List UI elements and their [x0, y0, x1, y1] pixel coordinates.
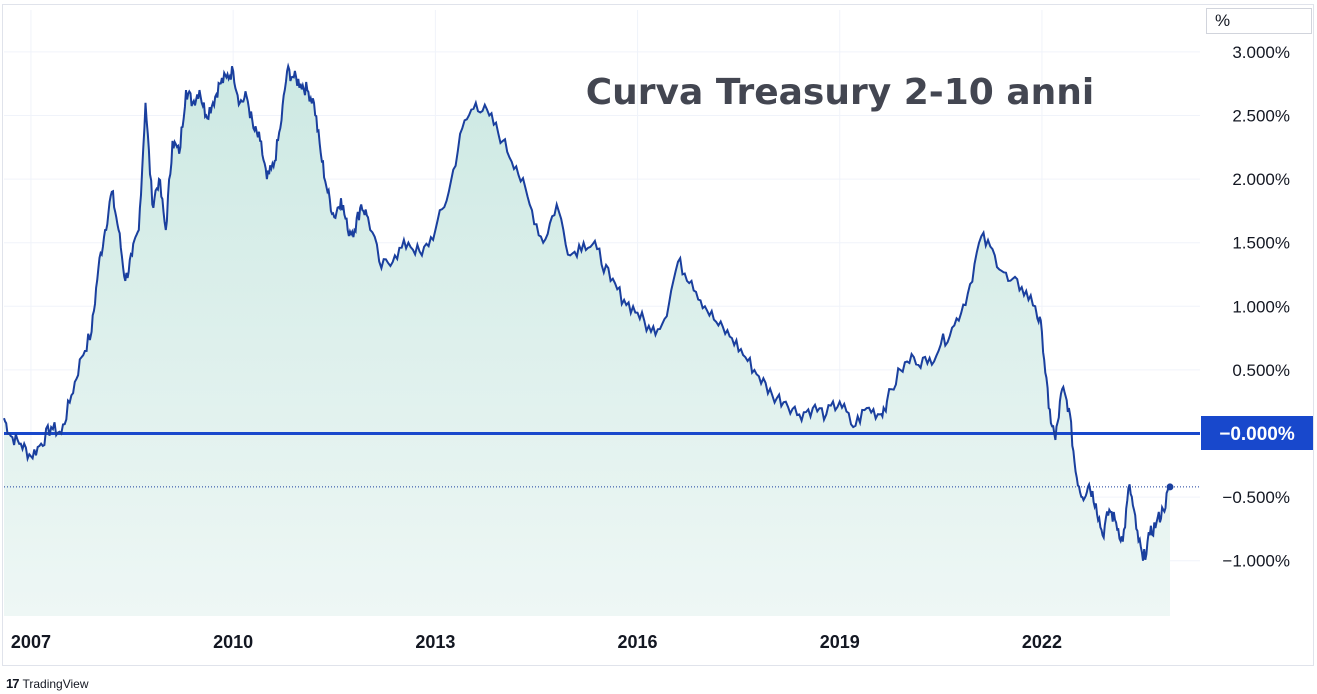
branding: 17 TradingView [6, 676, 89, 691]
y-tick-label: 3.000% [1232, 43, 1290, 62]
x-tick-label: 2019 [820, 632, 860, 652]
zero-price-label: −0.000% [1201, 416, 1313, 450]
last-value-dot [1166, 483, 1174, 491]
y-tick-label: 2.500% [1232, 107, 1290, 126]
zero-price-label-text: −0.000% [1219, 424, 1295, 445]
x-tick-label: 2016 [618, 632, 658, 652]
chart-title: Curva Treasury 2-10 anni [586, 72, 1094, 113]
y-tick-label: −1.000% [1222, 552, 1290, 571]
series-area-fill [4, 66, 1170, 616]
unit-selector[interactable]: % [1206, 8, 1312, 34]
y-tick-label: 1.500% [1232, 234, 1290, 253]
tradingview-logo-icon: 17 [6, 676, 20, 691]
x-tick-label: 2007 [11, 632, 51, 652]
y-tick-label: −0.500% [1222, 488, 1290, 507]
y-tick-label: 0.500% [1232, 361, 1290, 380]
series-line [3, 62, 1171, 561]
unit-label: % [1215, 11, 1231, 30]
x-tick-label: 2013 [415, 632, 455, 652]
y-tick-label: 2.000% [1232, 170, 1290, 189]
chart-frame [2, 4, 1314, 666]
brand-name: TradingView [22, 676, 89, 691]
x-tick-label: 2022 [1022, 632, 1062, 652]
x-tick-label: 2010 [213, 632, 253, 652]
y-tick-label: 1.000% [1232, 297, 1290, 316]
